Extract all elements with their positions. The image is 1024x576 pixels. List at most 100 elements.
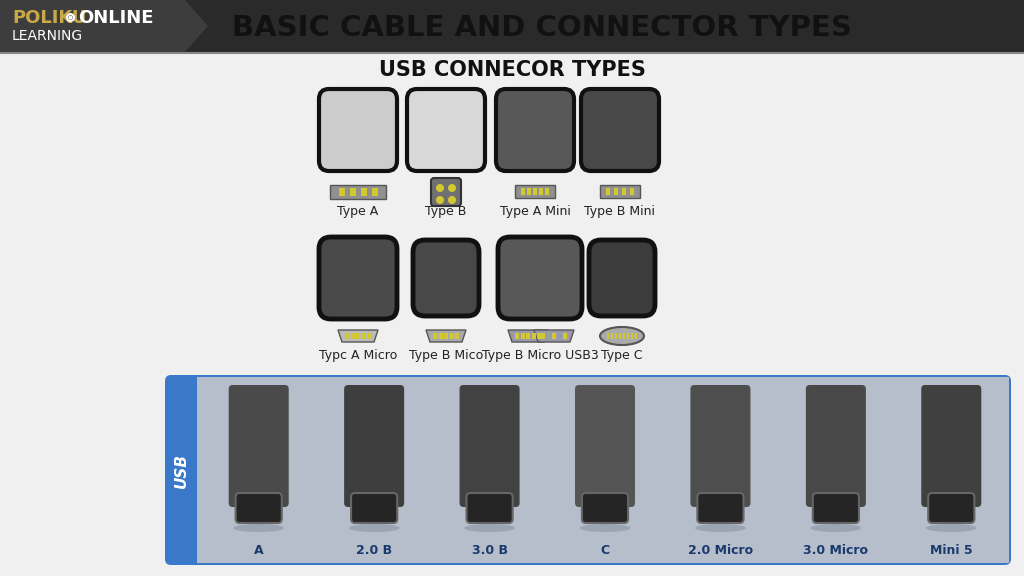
FancyBboxPatch shape — [351, 493, 397, 523]
Bar — [635, 333, 637, 339]
Bar — [372, 188, 378, 196]
Bar — [627, 333, 629, 339]
Text: POLIKU: POLIKU — [12, 9, 86, 27]
Bar — [537, 333, 541, 339]
Bar — [563, 333, 567, 339]
Bar — [614, 333, 617, 339]
Text: Type B Mico: Type B Mico — [409, 350, 483, 362]
Bar — [606, 188, 610, 195]
Text: Type A: Type A — [337, 206, 379, 218]
Bar — [534, 188, 537, 195]
Circle shape — [436, 196, 444, 204]
Bar — [197, 377, 1009, 563]
FancyBboxPatch shape — [697, 493, 743, 523]
Bar — [531, 333, 536, 339]
FancyBboxPatch shape — [582, 493, 628, 523]
Circle shape — [436, 184, 444, 192]
Bar — [361, 333, 366, 339]
Text: BASIC CABLE AND CONNECTOR TYPES: BASIC CABLE AND CONNECTOR TYPES — [232, 14, 852, 42]
Ellipse shape — [233, 524, 284, 532]
Text: Type B Mini: Type B Mini — [585, 206, 655, 218]
Text: Type B: Type B — [425, 206, 467, 218]
Bar — [356, 333, 360, 339]
FancyBboxPatch shape — [407, 89, 485, 171]
Bar — [614, 188, 618, 195]
FancyBboxPatch shape — [467, 493, 513, 523]
Bar — [0, 0, 1024, 52]
Text: 2.0 Micro: 2.0 Micro — [688, 544, 753, 556]
Ellipse shape — [464, 524, 515, 532]
FancyBboxPatch shape — [498, 237, 582, 319]
Bar — [520, 333, 524, 339]
Bar — [339, 188, 345, 196]
Circle shape — [449, 196, 456, 204]
Text: Typc A Micro: Typc A Micro — [318, 350, 397, 362]
Bar — [623, 333, 626, 339]
Text: USB CONNECOR TYPES: USB CONNECOR TYPES — [379, 60, 645, 80]
Bar — [433, 333, 437, 339]
Text: LEARNING: LEARNING — [12, 29, 83, 43]
Bar — [630, 188, 634, 195]
Text: 3.0 B: 3.0 B — [472, 544, 508, 556]
Bar — [444, 333, 449, 339]
Bar — [330, 185, 386, 199]
Bar — [367, 333, 371, 339]
FancyBboxPatch shape — [806, 385, 866, 507]
Bar — [541, 333, 545, 339]
FancyBboxPatch shape — [319, 89, 397, 171]
Bar — [618, 333, 622, 339]
Bar — [438, 333, 442, 339]
FancyBboxPatch shape — [431, 178, 461, 206]
Polygon shape — [426, 330, 466, 342]
Bar — [361, 188, 367, 196]
FancyBboxPatch shape — [165, 375, 1011, 565]
Bar — [631, 333, 633, 339]
FancyBboxPatch shape — [589, 240, 655, 316]
Bar — [455, 333, 459, 339]
Bar — [515, 185, 555, 198]
FancyBboxPatch shape — [413, 240, 479, 316]
FancyBboxPatch shape — [813, 493, 859, 523]
FancyBboxPatch shape — [575, 385, 635, 507]
Polygon shape — [534, 330, 574, 342]
Bar — [350, 188, 356, 196]
FancyBboxPatch shape — [236, 493, 282, 523]
FancyBboxPatch shape — [690, 385, 751, 507]
Text: C: C — [600, 544, 609, 556]
Text: Type B Micro USB3: Type B Micro USB3 — [481, 350, 598, 362]
Text: 2.0 B: 2.0 B — [356, 544, 392, 556]
Ellipse shape — [580, 524, 631, 532]
Bar — [515, 333, 519, 339]
Bar — [450, 333, 454, 339]
Ellipse shape — [695, 524, 745, 532]
Bar — [521, 188, 525, 195]
FancyBboxPatch shape — [460, 385, 519, 507]
Bar — [545, 188, 549, 195]
Bar — [345, 333, 349, 339]
Text: A: A — [254, 544, 263, 556]
Text: 3.0 Micro: 3.0 Micro — [804, 544, 868, 556]
FancyBboxPatch shape — [344, 385, 404, 507]
Bar — [526, 333, 530, 339]
Bar — [552, 333, 556, 339]
FancyBboxPatch shape — [922, 385, 981, 507]
Bar — [350, 333, 354, 339]
Bar — [527, 188, 531, 195]
Ellipse shape — [600, 327, 644, 345]
Bar — [610, 333, 613, 339]
FancyBboxPatch shape — [228, 385, 289, 507]
Text: Type C: Type C — [601, 350, 643, 362]
Text: ONLINE: ONLINE — [78, 9, 154, 27]
Bar — [539, 188, 543, 195]
Text: Mini 5: Mini 5 — [930, 544, 973, 556]
Bar — [600, 185, 640, 198]
Polygon shape — [338, 330, 378, 342]
Bar — [622, 188, 626, 195]
Ellipse shape — [349, 524, 399, 532]
Text: USB: USB — [173, 453, 188, 487]
Bar — [607, 333, 609, 339]
Polygon shape — [0, 0, 208, 52]
Polygon shape — [508, 330, 548, 342]
FancyBboxPatch shape — [928, 493, 975, 523]
Ellipse shape — [926, 524, 977, 532]
